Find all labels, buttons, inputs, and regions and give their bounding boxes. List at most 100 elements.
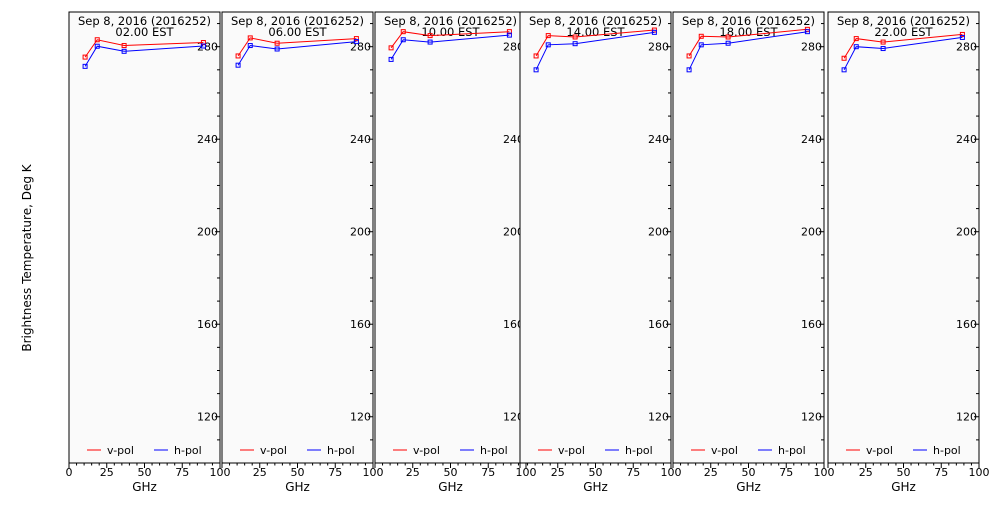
x-tick-label: 75 [481, 466, 495, 479]
data-point-v-pol [121, 43, 127, 49]
x-tick-label: 75 [626, 466, 640, 479]
y-tick-label: 160 [503, 318, 524, 331]
y-tick-label: 280 [956, 41, 977, 54]
data-point-h-pol [200, 43, 206, 49]
panel-title: Sep 8, 2016 (2016252) [384, 14, 517, 28]
panel-title: Sep 8, 2016 (2016252) [231, 14, 364, 28]
legend-label-h-pol: h-pol [625, 444, 653, 457]
legend-label-v-pol: v-pol [260, 444, 287, 457]
y-tick-label: 240 [350, 133, 371, 146]
panel-subtitle: 02.00 EST [115, 25, 174, 39]
legend-label-v-pol: v-pol [107, 444, 134, 457]
panel-3: Sep 8, 2016 (2016252)10.00 EST 120 160 200 2… [374, 11, 537, 494]
series-line-h-pol [535, 31, 655, 71]
data-point-h-pol [427, 39, 433, 45]
x-tick-label: 100 [661, 466, 682, 479]
y-tick-label: 240 [503, 133, 524, 146]
panel-title: Sep 8, 2016 (2016252) [78, 14, 211, 28]
data-point-h-pol [274, 46, 280, 52]
y-tick-label: 160 [956, 318, 977, 331]
data-point-h-pol [533, 67, 539, 73]
data-point-v-pol [533, 53, 539, 59]
data-point-v-pol [853, 36, 859, 42]
data-point-h-pol [94, 43, 100, 49]
x-axis-label: GHz [285, 480, 310, 494]
data-point-h-pol [353, 39, 359, 45]
legend-label-v-pol: v-pol [866, 444, 893, 457]
y-axis-label: Brightness Temperature, Deg K [20, 163, 34, 351]
panel-4: Sep 8, 2016 (2016252)14.00 EST 120 160 200 2… [519, 11, 682, 494]
series-line-v-pol [390, 31, 510, 49]
panel-subtitle: 14.00 EST [566, 25, 625, 39]
plot-frame [519, 11, 672, 464]
y-tick-label: 200 [801, 226, 822, 239]
plot-frame [221, 11, 374, 464]
legend-label-v-pol: v-pol [413, 444, 440, 457]
data-point-h-pol [841, 67, 847, 73]
data-point-h-pol [400, 37, 406, 43]
data-point-h-pol [698, 42, 704, 48]
x-tick-label: 25 [100, 466, 114, 479]
data-point-h-pol [545, 42, 551, 48]
data-point-v-pol [545, 33, 551, 39]
y-tick-label: 240 [197, 133, 218, 146]
data-point-h-pol [686, 67, 692, 73]
y-tick-label: 120 [801, 411, 822, 424]
data-point-v-pol [247, 35, 253, 41]
x-tick-label: 50 [444, 466, 458, 479]
legend-label-h-pol: h-pol [778, 444, 806, 457]
x-tick-label: 50 [138, 466, 152, 479]
x-axis-label: GHz [438, 480, 463, 494]
x-tick-label: 25 [859, 466, 873, 479]
y-tick-label: 120 [503, 411, 524, 424]
x-tick-label: 25 [704, 466, 718, 479]
plot-frame [827, 11, 980, 464]
series-line-v-pol [237, 37, 357, 57]
series-line-h-pol [84, 45, 204, 67]
data-point-h-pol [959, 34, 965, 40]
data-point-v-pol [506, 29, 512, 35]
x-axis-label: GHz [891, 480, 916, 494]
data-point-v-pol [959, 31, 965, 37]
panel-subtitle: 18.00 EST [719, 25, 778, 39]
legend-label-h-pol: h-pol [327, 444, 355, 457]
x-tick-label: 50 [742, 466, 756, 479]
legend-label-v-pol: v-pol [558, 444, 585, 457]
data-point-v-pol [400, 29, 406, 35]
y-tick-label: 240 [648, 133, 669, 146]
y-tick-label: 200 [197, 226, 218, 239]
data-point-h-pol [725, 40, 731, 46]
y-tick-label: 200 [956, 226, 977, 239]
y-tick-label: 200 [503, 226, 524, 239]
x-tick-label: 75 [779, 466, 793, 479]
plot-frame [672, 11, 825, 464]
data-point-v-pol [94, 37, 100, 43]
data-point-h-pol [651, 29, 657, 35]
y-tick-label: 240 [801, 133, 822, 146]
series-line-h-pol [843, 36, 963, 71]
y-tick-label: 160 [197, 318, 218, 331]
panel-subtitle: 10.00 EST [421, 25, 480, 39]
panel-6: Sep 8, 2016 (2016252)22.00 EST 120 160 200 2… [827, 11, 990, 494]
legend-label-h-pol: h-pol [480, 444, 508, 457]
x-axis-label: GHz [132, 480, 157, 494]
data-point-h-pol [82, 63, 88, 69]
data-point-h-pol [247, 43, 253, 49]
legend-label-v-pol: v-pol [711, 444, 738, 457]
x-axis-label: GHz [583, 480, 608, 494]
y-tick-label: 200 [648, 226, 669, 239]
series-line-v-pol [843, 33, 963, 59]
x-tick-label: 50 [291, 466, 305, 479]
panel-title: Sep 8, 2016 (2016252) [837, 14, 970, 28]
series-line-h-pol [237, 41, 357, 66]
panel-subtitle: 06.00 EST [268, 25, 327, 39]
data-point-v-pol [841, 55, 847, 61]
data-point-h-pol [880, 46, 886, 52]
x-tick-label: 25 [406, 466, 420, 479]
y-tick-label: 160 [350, 318, 371, 331]
x-tick-label: 100 [516, 466, 537, 479]
series-line-v-pol [688, 28, 808, 57]
data-point-v-pol [698, 33, 704, 39]
plot-frame [374, 11, 527, 464]
